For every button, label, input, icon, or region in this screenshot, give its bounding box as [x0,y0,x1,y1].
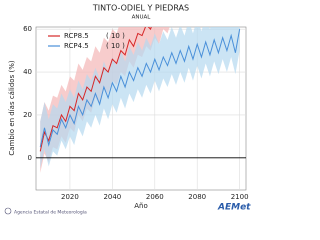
x-tick-label: 2100 [231,193,249,201]
chart: TINTO-ODIEL Y PIEDRAS ANUAL Cambio en dí… [4,4,251,216]
y-tick-label: 40 [23,68,32,76]
series-line [39,27,152,152]
y-tick-label: 60 [23,25,32,33]
footer: Agencia Estatal de Meteorología [14,209,87,216]
legend-count: ( 10 ) [106,32,125,40]
legend-label: RCP4.5 [64,42,89,50]
x-tick-label: 2060 [146,193,164,201]
chart-title: TINTO-ODIEL Y PIEDRAS [92,4,189,13]
legend-count: ( 10 ) [106,42,125,50]
footer-icon [4,207,12,215]
x-axis-label: Año [134,202,148,210]
logo: AEMet [217,203,251,213]
series-line [39,29,241,148]
y-tick-label: 20 [23,111,32,119]
y-axis-label: Cambio en días cálidos (%) [8,60,16,155]
chart-subtitle: ANUAL [132,15,152,21]
y-tick-label: 0 [28,154,32,162]
legend-label: RCP8.5 [64,32,89,40]
x-tick-label: 2020 [61,193,79,201]
x-tick-label: 2080 [188,193,206,201]
x-tick-label: 2040 [103,193,121,201]
uncertainty-band [40,27,170,173]
uncertainty-band [40,27,240,169]
